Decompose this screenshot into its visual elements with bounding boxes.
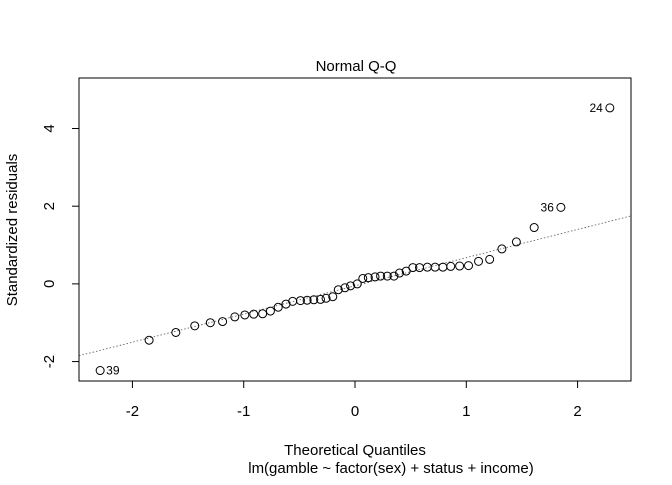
x-tick-label: 2 (573, 403, 581, 420)
data-point (464, 261, 474, 271)
data-point (190, 321, 200, 331)
x-tick-label: 1 (462, 403, 470, 420)
data-point (352, 279, 362, 289)
y-axis-label: Standardized residuals (4, 154, 21, 307)
data-point (529, 223, 539, 233)
x-tick-label: 0 (351, 403, 359, 420)
data-point (321, 293, 331, 303)
data-point (446, 261, 456, 271)
data-point (422, 262, 432, 272)
data-point (295, 296, 305, 306)
data-point (497, 244, 507, 254)
data-point (333, 285, 343, 295)
data-point (95, 366, 105, 376)
y-axis: -2 0 2 4 (41, 124, 80, 368)
point-labels-layer: 39 36 24 (106, 101, 603, 378)
data-point (230, 312, 240, 322)
data-point (438, 262, 448, 272)
data-point (340, 283, 350, 293)
data-point (376, 271, 386, 281)
data-point (205, 318, 215, 328)
x-tick-label: -1 (237, 403, 250, 420)
data-point (358, 273, 368, 283)
data-point (171, 327, 181, 337)
data-point (395, 268, 405, 278)
points-layer (95, 103, 615, 376)
x-tick-label: -2 (126, 403, 139, 420)
point-label: 24 (589, 101, 603, 115)
data-point (316, 294, 325, 304)
data-point (370, 272, 380, 282)
data-point (309, 295, 319, 305)
point-label: 36 (541, 200, 555, 214)
data-point (430, 262, 440, 272)
data-point (382, 271, 392, 281)
data-point (485, 254, 495, 264)
data-point (288, 296, 298, 306)
data-point (144, 335, 154, 345)
data-point (556, 202, 566, 212)
data-point (240, 310, 250, 320)
point-label: 39 (106, 364, 120, 378)
data-point (408, 263, 418, 273)
data-point (273, 302, 283, 312)
chart-title: Normal Q-Q (316, 58, 397, 75)
data-point (258, 309, 268, 319)
data-point (249, 309, 259, 319)
plot-frame (78, 77, 632, 382)
data-point (389, 271, 399, 281)
x-axis-label: Theoretical Quantiles (284, 442, 426, 459)
data-point (511, 237, 521, 247)
y-tick-label: -2 (41, 355, 58, 368)
data-point (363, 273, 373, 283)
data-point (455, 261, 465, 271)
data-point (302, 295, 312, 305)
data-point (328, 292, 338, 302)
data-point (218, 317, 228, 327)
y-tick-label: 4 (41, 124, 58, 132)
x-axis: -2 -1 0 1 2 (126, 380, 582, 420)
data-point (265, 306, 275, 316)
data-point (605, 103, 615, 113)
x-axis-sublabel: lm(gamble ~ factor(sex) + status + incom… (248, 460, 534, 477)
data-point (346, 281, 356, 291)
y-tick-label: 0 (41, 280, 58, 288)
y-tick-label: 2 (41, 202, 58, 210)
data-point (474, 256, 484, 266)
